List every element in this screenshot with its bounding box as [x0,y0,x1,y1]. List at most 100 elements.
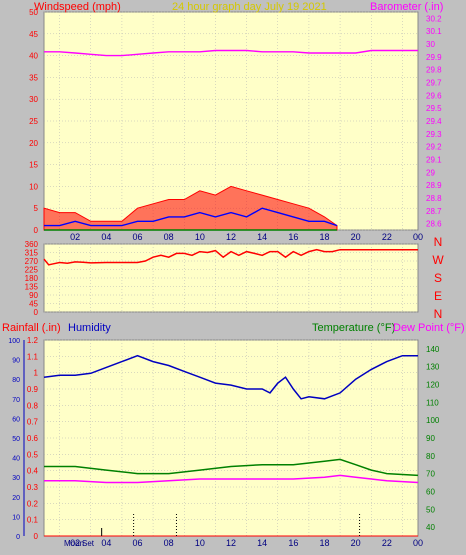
x-tick-label: 08 [164,538,174,548]
y-tick-label-barometer: 30.2 [426,14,442,23]
y-tick-label-rainfall: 0.2 [27,499,39,508]
x-tick-label: 18 [319,232,329,242]
compass-label: W [432,253,444,267]
x-tick-label: 20 [351,538,361,548]
y-tick-label-direction: 135 [25,283,39,292]
y-tick-label-barometer: 29.2 [426,143,442,152]
y-tick-label-rainfall: 0.3 [27,483,39,492]
y-tick-label-temperature: 140 [426,345,440,354]
wind-direction-series-line [43,248,418,266]
compass-label: E [434,289,442,303]
y-tick-label-windspeed: 25 [29,117,38,126]
y-tick-label-barometer: 28.7 [426,207,442,216]
y-tick-label-barometer: 29.8 [426,66,442,75]
x-tick-label: 00 [413,232,423,242]
x-tick-label: 22 [382,232,392,242]
y-tick-label-direction: 225 [25,266,39,275]
y-tick-label-windspeed: 5 [34,204,39,213]
x-tick-label: 22 [382,538,392,548]
y-tick-label-rainfall: 0.5 [27,450,39,459]
y-tick-label-windspeed: 20 [29,139,38,148]
y-tick-label-temperature: 70 [426,470,435,479]
x-tick-label: 14 [257,538,267,548]
y-tick-label-rainfall: 0.6 [27,434,39,443]
y-tick-label-direction: 0 [34,308,39,317]
y-tick-label-rainfall: 1.1 [27,352,39,361]
y-tick-label-windspeed: 45 [29,30,38,39]
y-tick-label-direction: 270 [25,257,39,266]
x-tick-label: 00 [413,538,423,548]
y-tick-label-temperature: 90 [426,434,435,443]
y-tick-label-humidity: 70 [12,397,20,404]
dewpoint-series-line [44,474,419,484]
y-tick-label-windspeed: 0 [34,226,39,235]
temperature-label: Temperature (°F) [312,322,395,334]
windspeed-label: Windspeed (mph) [34,1,121,13]
y-tick-label-rainfall: 0.9 [27,385,39,394]
y-tick-label-temperature: 80 [426,452,435,461]
y-tick-label-barometer: 29.3 [426,130,442,139]
x-tick-label: 16 [288,538,298,548]
x-tick-label: 06 [132,232,142,242]
x-tick-label: 02 [70,538,80,548]
chart-title: 24 hour graph day July 19 2021 [172,1,327,13]
y-tick-label-direction: 180 [25,274,39,283]
dewpoint-label: Dew Point (°F) [393,322,465,334]
x-tick-label: 10 [195,232,205,242]
x-tick-label: 04 [101,538,111,548]
y-tick-label-windspeed: 35 [29,73,38,82]
x-tick-label: 12 [226,232,236,242]
y-tick-label-direction: 90 [29,291,38,300]
x-tick-label: 16 [288,232,298,242]
y-tick-label-humidity: 30 [12,475,20,482]
y-tick-label-temperature: 40 [426,523,435,532]
y-tick-label-direction: 315 [25,249,39,258]
y-tick-label-humidity: 40 [12,456,20,463]
moon-label: Moon [64,539,84,548]
y-tick-label-humidity: 100 [8,338,20,345]
y-tick-label-windspeed: 10 [29,182,38,191]
x-tick-label: 18 [319,538,329,548]
y-tick-label-temperature: 50 [426,505,435,514]
y-tick-label-barometer: 29.1 [426,155,442,164]
y-tick-label-rainfall: 0.8 [27,401,39,410]
y-tick-label-humidity: 10 [12,514,20,521]
y-tick-label-humidity: 0 [16,534,20,541]
x-tick-label: 04 [101,232,111,242]
y-tick-label-barometer: 28.6 [426,220,442,229]
x-tick-label: 02 [70,232,80,242]
y-tick-label-direction: 45 [29,300,38,309]
x-tick-label: 20 [351,232,361,242]
y-tick-label-humidity: 20 [12,495,20,502]
compass-label: S [434,271,442,285]
x-tick-label: 08 [164,232,174,242]
y-tick-label-windspeed: 15 [29,161,38,170]
y-tick-label-barometer: 29.5 [426,104,442,113]
y-tick-label-barometer: 30 [426,40,435,49]
barometer-label: Barometer (.in) [370,1,443,13]
y-tick-label-humidity: 60 [12,416,20,423]
moonset-label: Set [82,539,95,548]
y-tick-label-temperature: 60 [426,487,435,496]
y-tick-label-barometer: 30.1 [426,27,442,36]
y-tick-label-windspeed: 30 [29,95,38,104]
y-tick-label-windspeed: 50 [29,8,38,17]
wind-gust-series-area [43,185,338,231]
humidity-series-line [43,354,418,400]
y-tick-label-temperature: 120 [426,381,440,390]
y-tick-label-windspeed: 40 [29,52,38,61]
y-tick-label-barometer: 29.9 [426,53,442,62]
y-tick-label-barometer: 29.6 [426,91,442,100]
y-tick-label-temperature: 130 [426,363,440,372]
y-tick-label-rainfall: 1 [34,369,39,378]
y-tick-label-humidity: 50 [12,436,20,443]
y-tick-label-direction: 360 [25,240,39,249]
rainfall-label: Rainfall (.in) [2,322,61,334]
y-tick-label-temperature: 110 [426,398,439,407]
y-tick-label-rainfall: 0.1 [27,516,39,525]
y-tick-label-barometer: 29 [426,168,435,177]
temperature-series-line [44,458,419,477]
x-tick-label: 12 [226,538,236,548]
wind-speed-series-line [44,207,338,227]
